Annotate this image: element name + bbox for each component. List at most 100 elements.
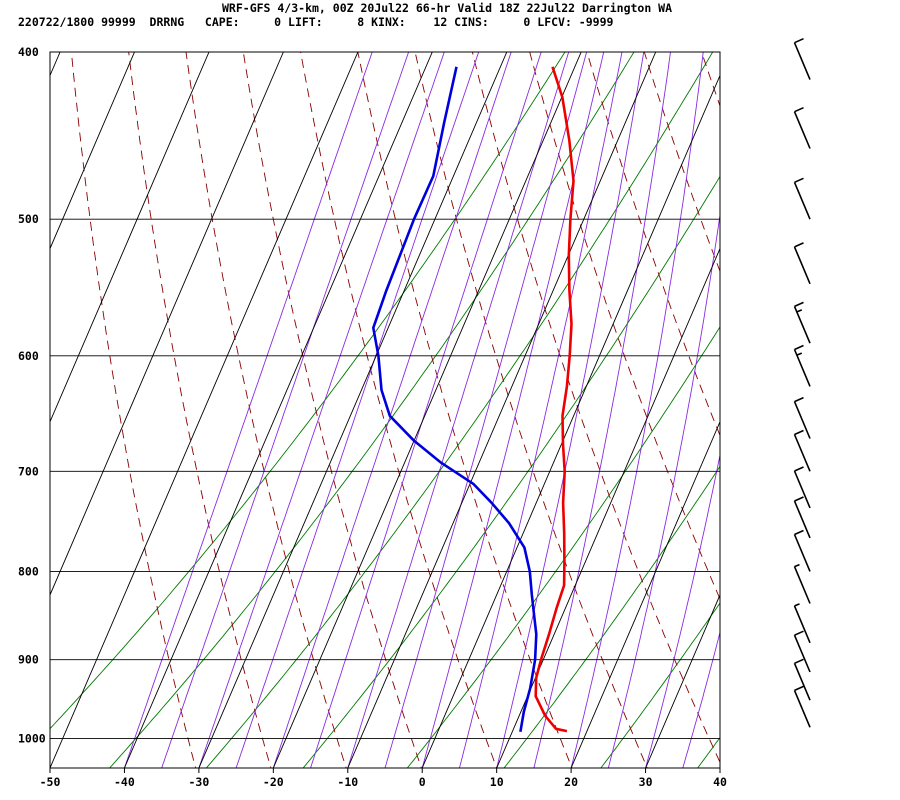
pressure-tick-label: 1000: [18, 732, 46, 746]
mixing-ratio-line: [406, 326, 720, 768]
mixing-ratio-line: [503, 465, 720, 768]
dry-adiabat-line: [802, 14, 900, 776]
wind-barb: [793, 470, 811, 509]
isotherm-line: [50, 52, 359, 768]
mixing-ratio-line: [600, 602, 720, 768]
wind-barb-half-flag: [794, 603, 800, 607]
wind-barb-flag: [794, 301, 804, 308]
isotherm-line: [347, 52, 657, 768]
moist-adiabat-line: [719, 766, 720, 768]
moist-adiabat-line: [607, 212, 720, 768]
wind-barb: [793, 246, 811, 285]
wind-barb-flag: [794, 496, 804, 502]
moist-adiabat-line: [682, 630, 720, 768]
pressure-tick-label: 500: [18, 212, 39, 226]
wind-barb-flag: [794, 242, 804, 248]
wind-barb: [793, 401, 811, 439]
wind-barb-half-flag: [796, 352, 803, 356]
moist-adiabat-line: [645, 452, 720, 768]
wind-barb: [793, 534, 811, 572]
temperature-profile-line: [534, 66, 575, 733]
plot-frame: [49, 51, 721, 769]
profile-lines: [371, 66, 575, 733]
wind-barb-half-flag: [794, 563, 800, 568]
mixing-ratio-line: [205, 52, 714, 768]
isotherm-line: [272, 52, 582, 768]
wind-barb-half-flag: [796, 309, 803, 313]
wind-barb-flag: [794, 685, 804, 692]
background-lines: [50, 14, 900, 776]
temperature-tick-label: -30: [189, 775, 210, 789]
wind-barb: [793, 662, 811, 701]
isotherm-line: [50, 52, 135, 250]
temperature-tick-label: -10: [337, 775, 358, 789]
dry-adiabat-line: [242, 52, 422, 768]
wind-barb: [793, 605, 811, 644]
wind-barb-flag: [794, 106, 804, 113]
moist-adiabat-line: [161, 52, 410, 768]
isotherm-line: [645, 593, 720, 768]
wind-barb-flag: [794, 344, 804, 351]
moist-adiabat-line: [123, 52, 373, 768]
moist-adiabat-line: [496, 52, 645, 768]
pressure-tick-label: 600: [18, 349, 39, 363]
temperature-tick-label: -50: [40, 775, 61, 789]
dewpoint-profile-line: [371, 66, 538, 733]
isotherm-line: [496, 247, 720, 768]
temperature-tick-label: 30: [639, 775, 653, 789]
wind-barb: [793, 500, 811, 539]
chart-title: WRF-GFS 4/3-km, 00Z 20Jul22 66-hr Valid …: [222, 1, 673, 15]
moist-adiabat-line: [421, 52, 605, 768]
wind-barb-flag: [794, 429, 804, 436]
moist-adiabat-line: [272, 52, 512, 768]
moist-adiabat-line: [458, 52, 623, 768]
dry-adiabat-line: [471, 52, 720, 764]
wind-barb-flag: [794, 658, 804, 665]
wind-barb: [793, 181, 811, 220]
sounding-indices-line: 220722/1800 99999 DRRNG CAPE: 0 LIFT: 8 …: [18, 15, 614, 29]
wind-barb-flag: [794, 466, 804, 472]
wind-barb-flag: [794, 396, 804, 403]
temperature-tick-label: -40: [114, 775, 135, 789]
wind-barb-flag: [794, 529, 804, 536]
dry-adiabat-line: [745, 14, 900, 776]
wind-barb: [793, 690, 811, 728]
moist-adiabat-line: [198, 52, 445, 768]
pressure-tick-label: 400: [18, 45, 39, 59]
isotherm-line: [123, 52, 433, 768]
moist-adiabat-line: [533, 52, 671, 768]
moist-adiabat-line: [347, 52, 570, 768]
moist-adiabat-line: [310, 52, 542, 768]
wind-barb-flag: [794, 630, 804, 636]
dry-adiabat-line: [357, 52, 573, 768]
moist-adiabat-line: [384, 52, 588, 768]
dry-adiabat-line: [701, 52, 720, 108]
isotherm-line: [198, 52, 508, 768]
mixing-ratio-line: [302, 175, 720, 768]
pressure-tick-label: 900: [18, 653, 39, 667]
wind-barb: [793, 566, 811, 604]
wind-barbs: [793, 37, 811, 728]
dry-adiabat-line: [185, 52, 347, 768]
pressure-tick-label: 800: [18, 564, 39, 578]
isotherm-line: [719, 766, 720, 768]
isotherm-line: [570, 420, 720, 768]
wind-barb: [793, 434, 811, 472]
dry-adiabat-line: [643, 52, 720, 273]
dry-adiabat-line: [414, 52, 648, 768]
mixing-ratio-line: [109, 52, 635, 768]
moist-adiabat-line: [235, 52, 480, 768]
wind-barb-flag: [794, 177, 804, 184]
dry-adiabat-line: [529, 52, 720, 601]
dry-adiabat-line: [70, 52, 197, 768]
dry-adiabat-line: [300, 52, 498, 768]
temperature-tick-label: 20: [564, 775, 578, 789]
dry-adiabat-line: [586, 52, 720, 437]
pressure-tick-label: 700: [18, 464, 39, 478]
isotherm-line: [421, 74, 720, 768]
wind-barb: [793, 111, 811, 149]
moist-adiabat-line: [570, 52, 704, 768]
dry-adiabat-line: [858, 14, 900, 776]
wind-barb: [793, 634, 811, 673]
